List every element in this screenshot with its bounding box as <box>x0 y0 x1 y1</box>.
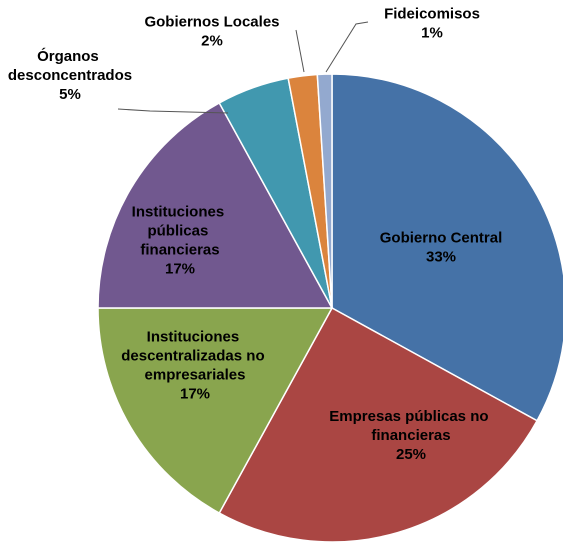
slice-label: Empresas públicas no financieras 25% <box>329 408 492 463</box>
category-label: Gobiernos Locales <box>144 14 279 31</box>
value-label: 1% <box>421 25 443 42</box>
slice-label: Gobiernos Locales 2% <box>144 14 279 50</box>
value-label: 17% <box>165 261 195 278</box>
leader-line <box>117 108 229 114</box>
category-label: Instituciones descentralizadas no empres… <box>121 329 269 384</box>
category-label: Órganos desconcentrados <box>8 47 132 84</box>
value-label: 25% <box>396 446 426 463</box>
value-label: 33% <box>426 249 456 266</box>
value-label: 2% <box>201 33 223 50</box>
slice-label: Órganos desconcentrados 5% <box>8 47 132 103</box>
slices <box>97 73 563 543</box>
category-label: Empresas públicas no financieras <box>329 408 492 444</box>
pie-slice <box>331 73 563 422</box>
slice-label: Fideicomisos 1% <box>384 6 480 42</box>
leader-lines <box>117 21 369 114</box>
category-label: Fideicomisos <box>384 6 480 23</box>
pie-slice <box>97 307 334 515</box>
value-label: 17% <box>180 386 210 403</box>
pie-slice <box>218 306 539 543</box>
pie-slice <box>97 101 334 309</box>
slice-label: Instituciones públicas financieras 17% <box>132 204 229 278</box>
pie-slice <box>316 73 333 309</box>
category-label: Instituciones públicas financieras <box>132 204 229 259</box>
value-label: 5% <box>59 86 81 103</box>
category-label: Gobierno Central <box>380 230 503 247</box>
slice-label: Instituciones descentralizadas no empres… <box>121 329 269 403</box>
leader-line <box>325 21 369 73</box>
leader-line <box>295 29 305 73</box>
slice-label: Gobierno Central 33% <box>380 230 503 266</box>
